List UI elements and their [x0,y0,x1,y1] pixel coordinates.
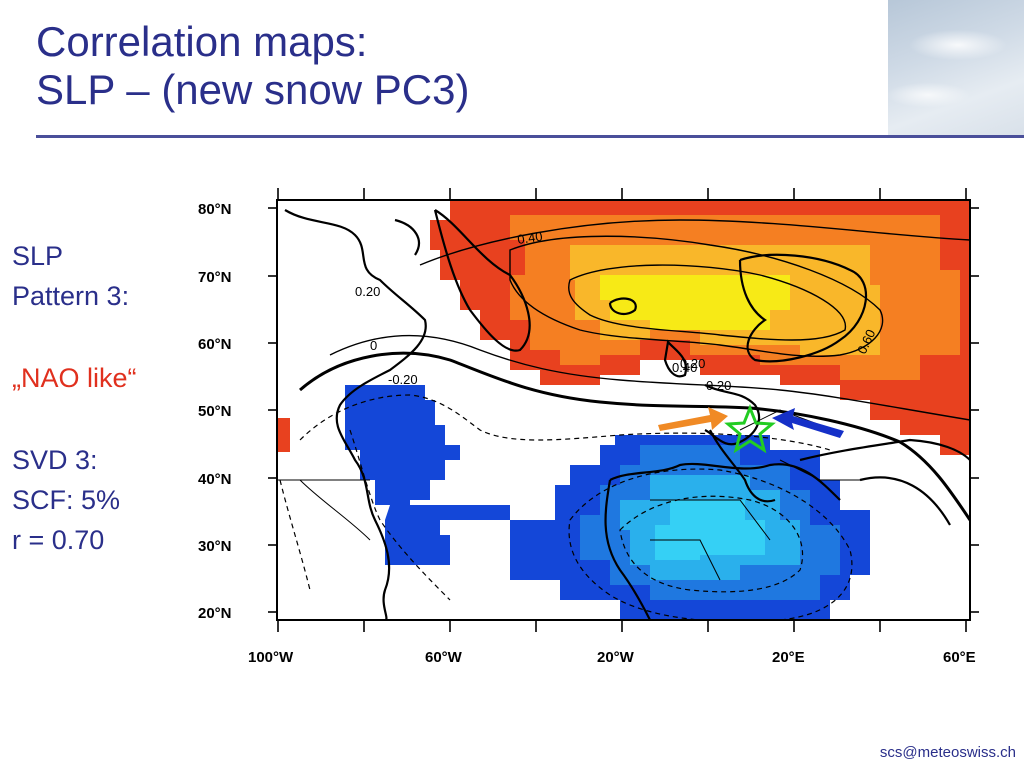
contact-email: scs@meteoswiss.ch [879,744,1016,761]
contour-label: 0.20 [680,356,705,371]
target-location-star-icon [724,403,776,454]
longitude-labels: 100°W 60°W 20°W 20°E 60°E [248,649,976,666]
contour-label: 0 [370,338,377,353]
slide-title: Correlation maps: SLP – (new snow PC3) [36,18,469,114]
note-nao-like: „NAO like“ [12,363,137,393]
negative-field-west [345,385,460,520]
contour-label: -0.20 [388,372,418,387]
lon-label: 20°E [772,649,805,666]
lon-label: 60°E [943,649,976,666]
easterly-arrow [772,408,844,438]
contour-label: 0.20 [706,378,731,393]
contour-label: 0.40 [672,360,697,375]
contour-label: 0.20 [355,284,380,299]
sidebar-notes: SLP Pattern 3: „NAO like“ SVD 3: SCF: 5%… [12,236,192,560]
lat-label: 20°N [198,605,232,622]
note-scf: SCF: 5% [12,485,121,515]
note-pattern: Pattern 3: [12,281,130,311]
contour-label: 0.40 [516,229,543,247]
map-field: 0.40 0.20 0.20 0.60 0.40 0.20 -0.20 0 [277,200,970,620]
title-line-2: SLP – (new snow PC3) [36,66,470,113]
flow-arrows [658,407,844,438]
positive-field-left-tip [277,418,290,452]
note-r: r = 0.70 [12,525,105,555]
negative-field-bridge [385,505,510,565]
westerly-arrow [658,407,728,431]
map-svg: 0.40 0.20 0.20 0.60 0.40 0.20 -0.20 0 [198,188,979,666]
lat-label: 30°N [198,538,232,555]
sky-photo [888,0,1024,135]
title-line-1: Correlation maps: [36,18,368,65]
positive-field-core [600,275,790,330]
lat-label: 70°N [198,269,232,286]
negative-field-east-core [655,500,765,560]
note-svd: SVD 3: [12,445,98,475]
contours [279,219,970,620]
lon-label: 100°W [248,649,294,666]
lat-label: 80°N [198,201,232,218]
tick-marks [268,188,979,632]
lat-label: 40°N [198,471,232,488]
lon-label: 60°W [425,649,463,666]
lat-label: 50°N [198,403,232,420]
note-slp: SLP [12,241,64,271]
correlation-map: 0.40 0.20 0.20 0.60 0.40 0.20 -0.20 0 [180,180,1010,680]
lat-label: 60°N [198,336,232,353]
coastlines [284,209,970,620]
latitude-labels: 80°N 70°N 60°N 50°N 40°N 30°N 20°N [198,201,232,622]
title-divider [36,135,1024,138]
lon-label: 20°W [597,649,635,666]
